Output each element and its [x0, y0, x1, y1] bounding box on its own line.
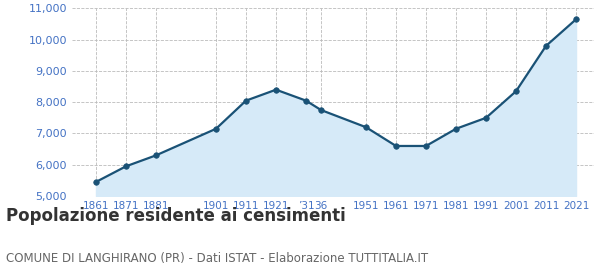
Text: COMUNE DI LANGHIRANO (PR) - Dati ISTAT - Elaborazione TUTTITALIA.IT: COMUNE DI LANGHIRANO (PR) - Dati ISTAT -… [6, 252, 428, 265]
Text: Popolazione residente ai censimenti: Popolazione residente ai censimenti [6, 207, 346, 225]
